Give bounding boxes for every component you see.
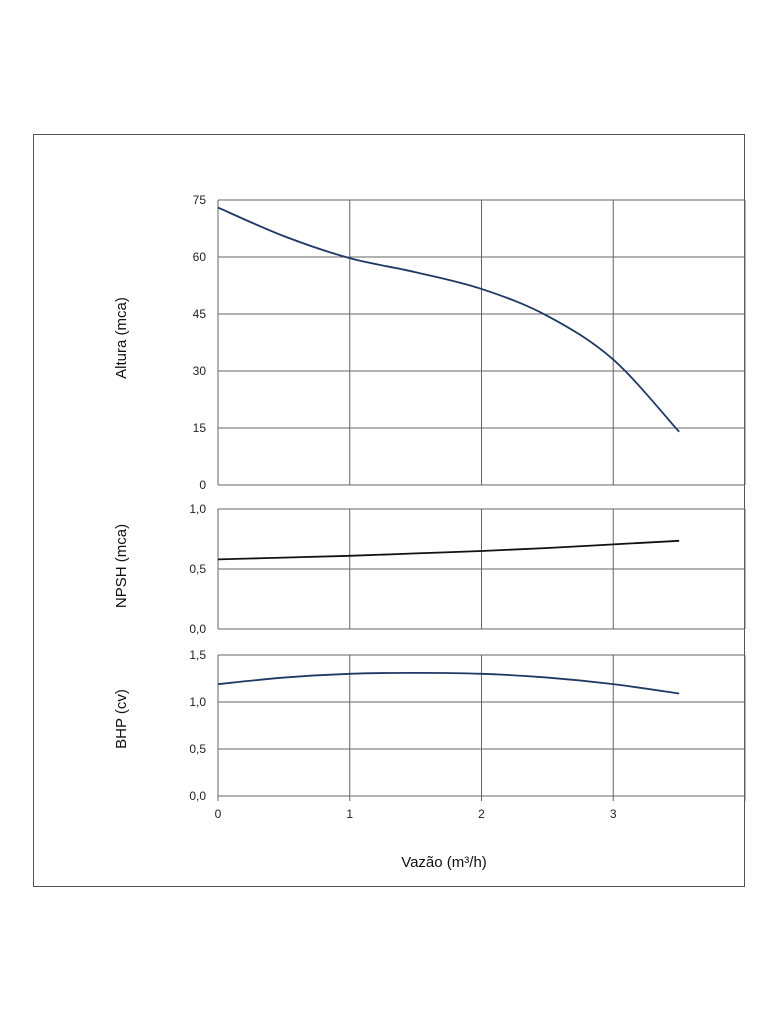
y-tick-label: 0,0 xyxy=(189,789,206,803)
y-tick-label: 15 xyxy=(193,421,207,435)
y-tick-label: 45 xyxy=(193,307,207,321)
y-axis-label-bhp: BHP (cv) xyxy=(113,689,130,749)
y-tick-label: 75 xyxy=(193,193,207,207)
y-tick-label: 1,0 xyxy=(189,502,206,516)
x-tick-label: 0 xyxy=(215,807,222,821)
y-tick-label: 0,0 xyxy=(189,622,206,636)
x-tick-label: 3 xyxy=(610,807,617,821)
y-tick-label: 1,0 xyxy=(189,695,206,709)
y-axis-label-altura: Altura (mca) xyxy=(113,297,130,379)
x-tick-label: 2 xyxy=(478,807,485,821)
y-tick-label: 1,5 xyxy=(189,648,206,662)
y-tick-label: 0,5 xyxy=(189,562,206,576)
y-axis-label-npsh: NPSH (mca) xyxy=(113,524,130,608)
series-line-2 xyxy=(217,671,680,695)
series-line-0 xyxy=(217,206,680,433)
x-axis-label: Vazão (m³/h) xyxy=(401,854,487,871)
x-tick-label: 1 xyxy=(346,807,353,821)
y-tick-label: 30 xyxy=(193,364,207,378)
y-tick-label: 0,5 xyxy=(189,742,206,756)
series-line-1 xyxy=(217,539,680,561)
y-tick-label: 0 xyxy=(199,478,206,492)
y-tick-label: 60 xyxy=(193,250,207,264)
